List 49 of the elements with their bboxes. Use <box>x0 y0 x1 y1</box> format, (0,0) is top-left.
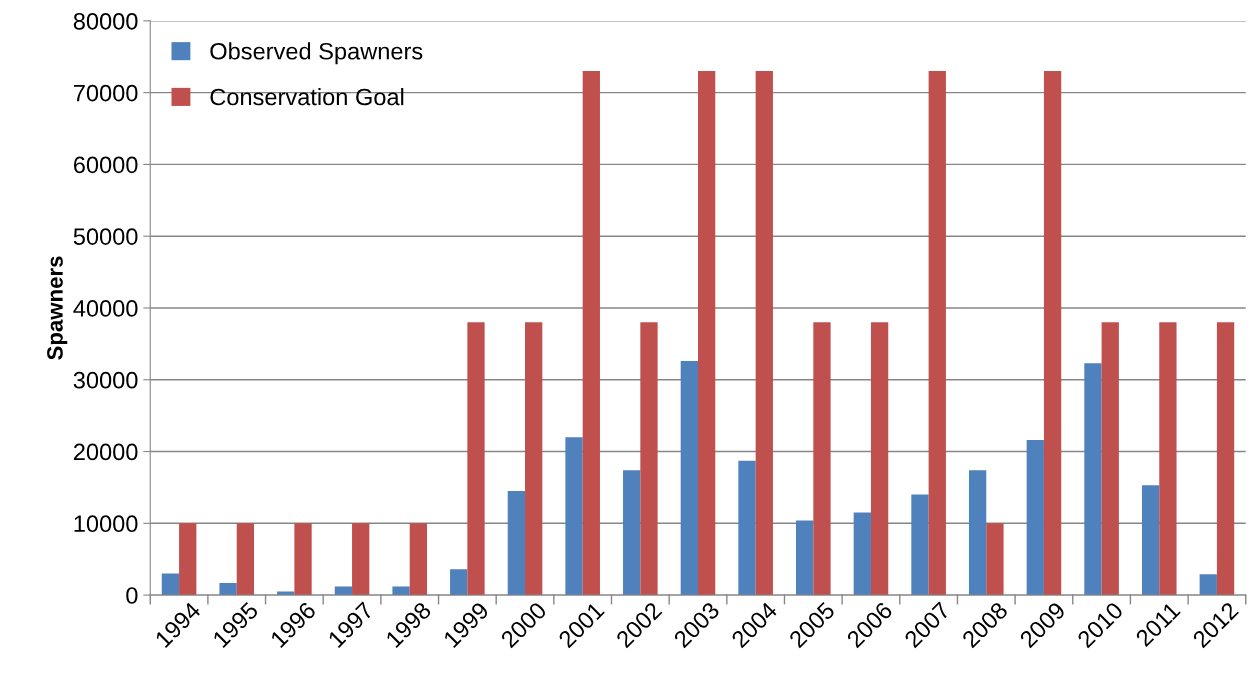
bar <box>755 71 773 596</box>
bar <box>507 491 526 596</box>
bar <box>179 523 197 596</box>
bar <box>870 322 889 596</box>
bar <box>853 512 871 596</box>
bar <box>968 470 987 596</box>
y-tick-label: 10000 <box>74 515 138 533</box>
bar <box>236 523 255 596</box>
bar <box>738 460 756 596</box>
bar <box>1141 485 1160 596</box>
y-tick-label: 0 <box>126 587 138 604</box>
y-tick-label: 30000 <box>73 371 138 389</box>
bar <box>986 523 1004 596</box>
bar <box>640 322 658 596</box>
bar <box>161 573 180 596</box>
bar <box>392 586 410 596</box>
bar <box>565 437 583 596</box>
bar <box>294 523 312 596</box>
bar <box>1101 322 1119 596</box>
bar <box>1159 322 1177 596</box>
bar <box>352 523 370 596</box>
bar <box>1216 322 1235 596</box>
legend-label: Conservation Goal <box>210 88 404 106</box>
y-tick-label: 40000 <box>73 300 138 317</box>
bar <box>1043 71 1062 596</box>
bar <box>334 586 353 596</box>
bar <box>525 322 543 596</box>
legend-label: Observed Spawners <box>210 42 423 65</box>
bar <box>697 71 716 596</box>
bar <box>623 470 641 596</box>
bar <box>409 523 427 596</box>
bar <box>813 322 831 596</box>
y-tick-label: 60000 <box>73 156 138 174</box>
bar <box>467 322 485 596</box>
y-tick-label: 50000 <box>73 228 138 245</box>
bar <box>450 569 468 596</box>
bar <box>796 520 814 596</box>
bar <box>1199 574 1217 596</box>
y-tick-label: 70000 <box>73 84 138 102</box>
y-tick-label: 80000 <box>73 12 138 30</box>
bar <box>928 71 946 596</box>
bar <box>1084 363 1102 596</box>
bar <box>911 494 929 596</box>
bar <box>680 361 698 596</box>
y-tick-label: 20000 <box>73 443 138 461</box>
bar <box>1026 440 1044 596</box>
y-axis-title: Spawners <box>47 256 68 360</box>
bar <box>219 582 237 596</box>
bar <box>582 71 600 596</box>
